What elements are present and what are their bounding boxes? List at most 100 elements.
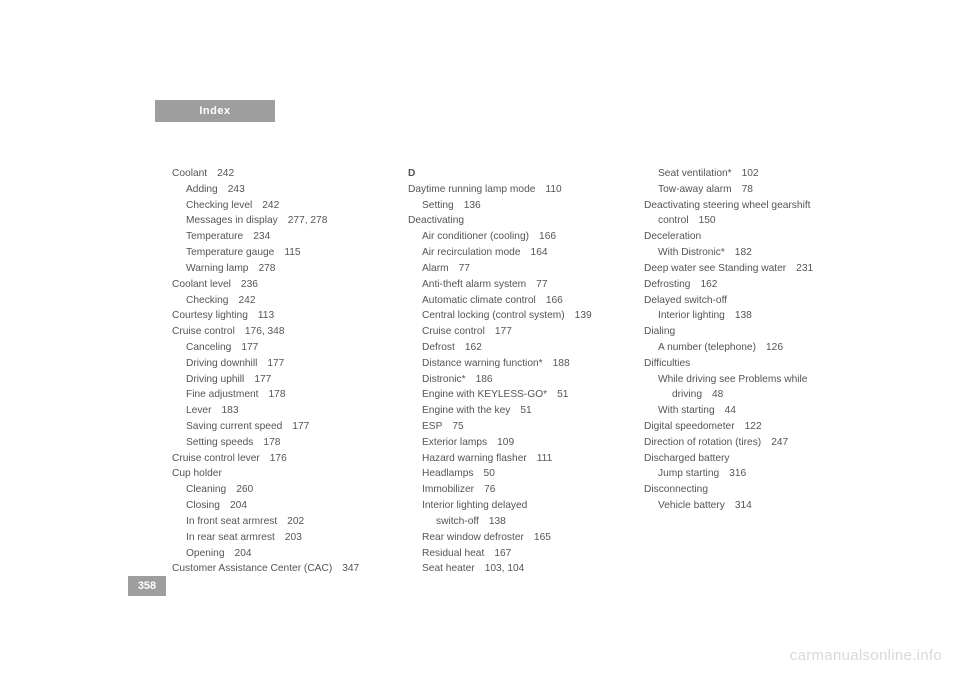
index-entry: Customer Assistance Center (CAC)347 bbox=[172, 561, 384, 577]
index-term: Temperature gauge bbox=[186, 247, 274, 258]
index-page-ref: 111 bbox=[527, 453, 552, 464]
index-page-ref: 188 bbox=[543, 358, 570, 369]
index-entry: Setting speeds178 bbox=[172, 435, 384, 451]
index-term: Discharged battery bbox=[644, 453, 730, 464]
index-page-ref: 316 bbox=[719, 468, 746, 479]
index-entry: Discharged battery bbox=[644, 451, 856, 467]
index-page-ref: 178 bbox=[253, 437, 280, 448]
index-term: Vehicle battery bbox=[658, 500, 725, 511]
index-page-ref: 150 bbox=[689, 215, 716, 226]
index-page-ref: 44 bbox=[715, 405, 736, 416]
index-entry: Air conditioner (cooling)166 bbox=[408, 229, 620, 245]
index-entry: Defrost162 bbox=[408, 340, 620, 356]
index-entry: Coolant242 bbox=[172, 166, 384, 182]
index-page-ref: 166 bbox=[536, 295, 563, 306]
index-entry: Seat heater103, 104 bbox=[408, 561, 620, 577]
index-page-ref: 177 bbox=[231, 342, 258, 353]
index-page-ref: 177 bbox=[282, 421, 309, 432]
index-page-ref: 177 bbox=[244, 374, 271, 385]
index-term: Central locking (control system) bbox=[422, 310, 565, 321]
index-page-ref: 243 bbox=[218, 184, 245, 195]
index-page-ref: 182 bbox=[725, 247, 752, 258]
index-page-ref: 51 bbox=[510, 405, 531, 416]
index-term: Air recirculation mode bbox=[422, 247, 521, 258]
index-entry: D bbox=[408, 166, 620, 182]
index-page-ref: 75 bbox=[442, 421, 463, 432]
index-entry: Vehicle battery314 bbox=[644, 498, 856, 514]
index-entry: Deceleration bbox=[644, 229, 856, 245]
index-page-ref: 78 bbox=[732, 184, 753, 195]
index-entry: Deactivating bbox=[408, 213, 620, 229]
index-page-ref: 260 bbox=[226, 484, 253, 495]
index-page-ref: 102 bbox=[732, 168, 759, 179]
index-term: Checking level bbox=[186, 200, 252, 211]
index-page-ref: 110 bbox=[535, 184, 561, 195]
index-term: Deactivating steering wheel gearshift bbox=[644, 200, 811, 211]
index-entry: Setting136 bbox=[408, 198, 620, 214]
index-entry: Jump starting316 bbox=[644, 466, 856, 482]
index-entry: Exterior lamps109 bbox=[408, 435, 620, 451]
index-term: Cruise control bbox=[422, 326, 485, 337]
index-entry: Difficulties bbox=[644, 356, 856, 372]
index-entry: Central locking (control system)139 bbox=[408, 308, 620, 324]
index-term: Air conditioner (cooling) bbox=[422, 231, 529, 242]
page: Index Coolant242Adding243Checking level2… bbox=[0, 0, 960, 678]
index-term: Messages in display bbox=[186, 215, 278, 226]
index-entry: Fine adjustment178 bbox=[172, 387, 384, 403]
index-term: Daytime running lamp mode bbox=[408, 184, 535, 195]
page-number: 358 bbox=[138, 580, 156, 592]
index-page-ref: 48 bbox=[702, 389, 723, 400]
index-term: Defrosting bbox=[644, 279, 690, 290]
index-entry: Automatic climate control166 bbox=[408, 293, 620, 309]
index-entry: Disconnecting bbox=[644, 482, 856, 498]
index-term: ESP bbox=[422, 421, 442, 432]
index-term: Closing bbox=[186, 500, 220, 511]
header-tab: Index bbox=[155, 100, 275, 122]
index-entry: Adding243 bbox=[172, 182, 384, 198]
index-term: Defrost bbox=[422, 342, 455, 353]
index-term: Immobilizer bbox=[422, 484, 474, 495]
index-page-ref: 162 bbox=[455, 342, 482, 353]
index-page-ref: 162 bbox=[690, 279, 717, 290]
index-entry: Headlamps50 bbox=[408, 466, 620, 482]
watermark-text: carmanualsonline.info bbox=[790, 647, 942, 664]
index-entry: Daytime running lamp mode110 bbox=[408, 182, 620, 198]
index-entry: Temperature gauge115 bbox=[172, 245, 384, 261]
index-page-ref: 314 bbox=[725, 500, 752, 511]
index-page-ref: 202 bbox=[277, 516, 304, 527]
index-term: In front seat armrest bbox=[186, 516, 277, 527]
index-term: Seat heater bbox=[422, 563, 475, 574]
index-page-ref: 186 bbox=[466, 374, 493, 385]
index-entry: Cleaning260 bbox=[172, 482, 384, 498]
index-page-ref: 242 bbox=[207, 168, 234, 179]
index-page-ref: 177 bbox=[257, 358, 284, 369]
index-page-ref: 109 bbox=[487, 437, 514, 448]
index-entry: Cruise control lever176 bbox=[172, 451, 384, 467]
index-term: Coolant bbox=[172, 168, 207, 179]
index-entry: Interior lighting138 bbox=[644, 308, 856, 324]
index-term: Setting bbox=[422, 200, 454, 211]
index-entry: Coolant level236 bbox=[172, 277, 384, 293]
index-page-ref: 138 bbox=[725, 310, 752, 321]
index-term: Distance warning function* bbox=[422, 358, 543, 369]
index-entry: Interior lighting delayed bbox=[408, 498, 620, 514]
header-tab-label: Index bbox=[199, 105, 230, 117]
index-entry: control150 bbox=[644, 213, 856, 229]
index-entry: Hazard warning flasher111 bbox=[408, 451, 620, 467]
index-page-ref: 204 bbox=[220, 500, 247, 511]
index-term: switch-off bbox=[436, 516, 479, 527]
index-term: Cruise control lever bbox=[172, 453, 260, 464]
index-term: Checking bbox=[186, 295, 228, 306]
index-term: Lever bbox=[186, 405, 211, 416]
index-page-ref: 126 bbox=[756, 342, 783, 353]
index-entry: Checking242 bbox=[172, 293, 384, 309]
index-page-ref: 277, 278 bbox=[278, 215, 328, 226]
index-page-ref: 50 bbox=[474, 468, 495, 479]
index-entry: Engine with KEYLESS-GO*51 bbox=[408, 387, 620, 403]
index-page-ref: 139 bbox=[565, 310, 592, 321]
index-term: With Distronic* bbox=[658, 247, 725, 258]
index-term: Courtesy lighting bbox=[172, 310, 248, 321]
index-page-ref: 178 bbox=[258, 389, 285, 400]
index-term: Deceleration bbox=[644, 231, 701, 242]
index-term: Residual heat bbox=[422, 548, 484, 559]
